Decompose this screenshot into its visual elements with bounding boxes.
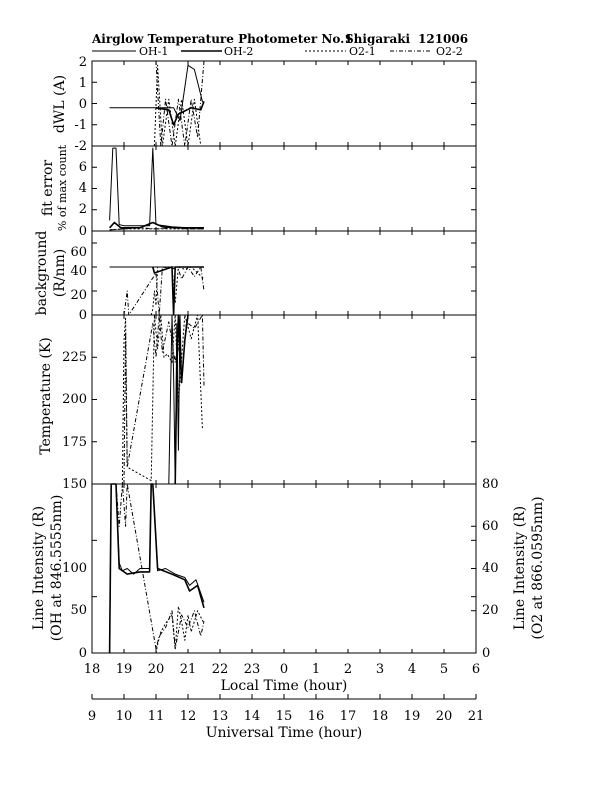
series-o2-2-line: [123, 266, 205, 316]
legend: OH-1 OH-2 O2-1 O2-2: [92, 45, 463, 58]
x-tick-label: 20: [436, 709, 453, 724]
x-tick-label: 0: [280, 662, 288, 677]
x-tick-label: 3: [376, 662, 384, 677]
y-tick-label: 175: [62, 435, 87, 450]
y-tick-label: 0: [482, 646, 490, 661]
y-tick-label: 6: [79, 160, 87, 175]
dwl-axis-label: dWL (A): [52, 75, 68, 133]
x-tick-label: 6: [472, 662, 480, 677]
ut-x-ticks: 9 10 11 12 13 14 15 16 17 18 19 20 21: [88, 709, 484, 724]
x-tick-label: 17: [340, 709, 357, 724]
x-tick-label: 12: [180, 709, 197, 724]
x-tick-label: 19: [116, 662, 133, 677]
x-tick-label: 10: [116, 709, 133, 724]
site-name: Shigaraki: [345, 32, 411, 46]
legend-label-o21: O2-1: [349, 45, 376, 58]
ut-axis-label: Universal Time (hour): [206, 725, 363, 741]
series-oh-1-line: [109, 147, 204, 229]
fit-error-y-ticks: 6 4 2 0: [79, 160, 87, 239]
background-axis-label: background: [34, 231, 50, 316]
series-o2-2-line: [109, 227, 204, 231]
y-tick-label: 2: [79, 55, 87, 70]
x-tick-label: 23: [244, 662, 261, 677]
x-tick-label: 22: [212, 662, 229, 677]
intensity-right-axis-label: Line Intensity (R): [512, 506, 528, 630]
series-oh-2-line: [108, 483, 205, 654]
x-tick-label: 21: [468, 709, 485, 724]
y-tick-label: 60: [482, 519, 499, 534]
data-series: [108, 60, 205, 654]
y-tick-label: 150: [62, 477, 87, 492]
local-time-axis-label: Local Time (hour): [221, 678, 348, 694]
y-tick-label: 1: [79, 76, 87, 91]
temperature-axis-label: Temperature (K): [38, 337, 54, 455]
y-tick-label: 0: [79, 308, 87, 323]
intensity-left-y-ticks: 150 100 50 0: [62, 477, 87, 661]
panel-background-frame: [91, 230, 477, 316]
x-tick-label: 9: [88, 709, 96, 724]
tick-marks: [91, 60, 477, 699]
dwl-y-ticks: 2 1 0 -1 -2: [74, 55, 87, 154]
series-o2-1-line: [121, 314, 203, 485]
x-tick-label: 18: [84, 662, 101, 677]
x-tick-label: 20: [148, 662, 165, 677]
intensity-right-axis-sublabel: (O2 at 866.0595nm): [530, 496, 546, 639]
series-o2-2-line: [155, 60, 205, 147]
series-o2-1-line: [155, 606, 205, 654]
y-tick-label: 20: [482, 603, 499, 618]
series-oh-2-line: [155, 101, 205, 126]
legend-label-o22: O2-2: [436, 45, 463, 58]
intensity-axis-sublabel: (OH at 846.5555nm): [49, 495, 65, 642]
x-tick-label: 16: [308, 709, 325, 724]
y-tick-label: 100: [62, 561, 87, 576]
intensity-axis-label: Line Intensity (R): [31, 506, 47, 630]
temperature-y-ticks: 225 200 175: [62, 350, 87, 450]
y-tick-label: 20: [70, 288, 87, 303]
y-tick-label: 225: [62, 350, 87, 365]
x-tick-label: 13: [212, 709, 229, 724]
fit-error-axis-label: fit error: [40, 160, 56, 217]
background-axis-sublabel: (R/nm): [52, 249, 68, 297]
y-tick-label: -2: [74, 139, 87, 154]
series-oh-2-line: [109, 221, 204, 229]
x-tick-label: 18: [372, 709, 389, 724]
series-o2-1-line: [153, 64, 202, 147]
y-tick-label: 4: [79, 181, 87, 196]
y-tick-label: 2: [79, 202, 87, 217]
y-tick-label: 60: [70, 245, 87, 260]
x-tick-label: 14: [244, 709, 261, 724]
local-time-x-ticks: 18 19 20 21 22 23 0 1 2 3 4 5 6: [84, 662, 480, 677]
x-tick-label: 5: [440, 662, 448, 677]
x-tick-label: 19: [404, 709, 421, 724]
y-tick-label: 40: [70, 264, 87, 279]
fit-error-axis-sublabel: % of max count: [56, 144, 69, 231]
series-oh-2-line: [174, 314, 189, 485]
series-o2-1-line: [150, 266, 205, 316]
y-tick-label: 0: [79, 224, 87, 239]
y-tick-label: 50: [70, 603, 87, 618]
legend-label-oh1: OH-1: [139, 45, 168, 58]
series-o2-2-line: [115, 483, 205, 650]
intensity-right-y-ticks: 80 60 40 20 0: [482, 477, 499, 661]
figure-title: Airglow Temperature Photometer No.1: [91, 32, 353, 46]
x-tick-label: 2: [344, 662, 352, 677]
x-tick-label: 15: [276, 709, 293, 724]
background-y-ticks: 60 40 20 0: [70, 245, 87, 323]
y-tick-label: 40: [482, 561, 499, 576]
y-tick-label: 80: [482, 477, 499, 492]
x-tick-label: 11: [148, 709, 165, 724]
x-tick-label: 4: [408, 662, 416, 677]
y-tick-label: 0: [79, 646, 87, 661]
series-o2-2-line: [123, 314, 205, 485]
x-tick-label: 21: [180, 662, 197, 677]
date-code: 121006: [418, 32, 468, 46]
y-tick-label: 200: [62, 392, 87, 407]
series-oh-1-line: [109, 64, 205, 121]
panel-dwl-frame: [91, 60, 477, 147]
legend-label-oh2: OH-2: [224, 45, 253, 58]
y-tick-label: -1: [74, 118, 87, 133]
x-tick-label: 1: [312, 662, 320, 677]
y-tick-label: 0: [79, 97, 87, 112]
